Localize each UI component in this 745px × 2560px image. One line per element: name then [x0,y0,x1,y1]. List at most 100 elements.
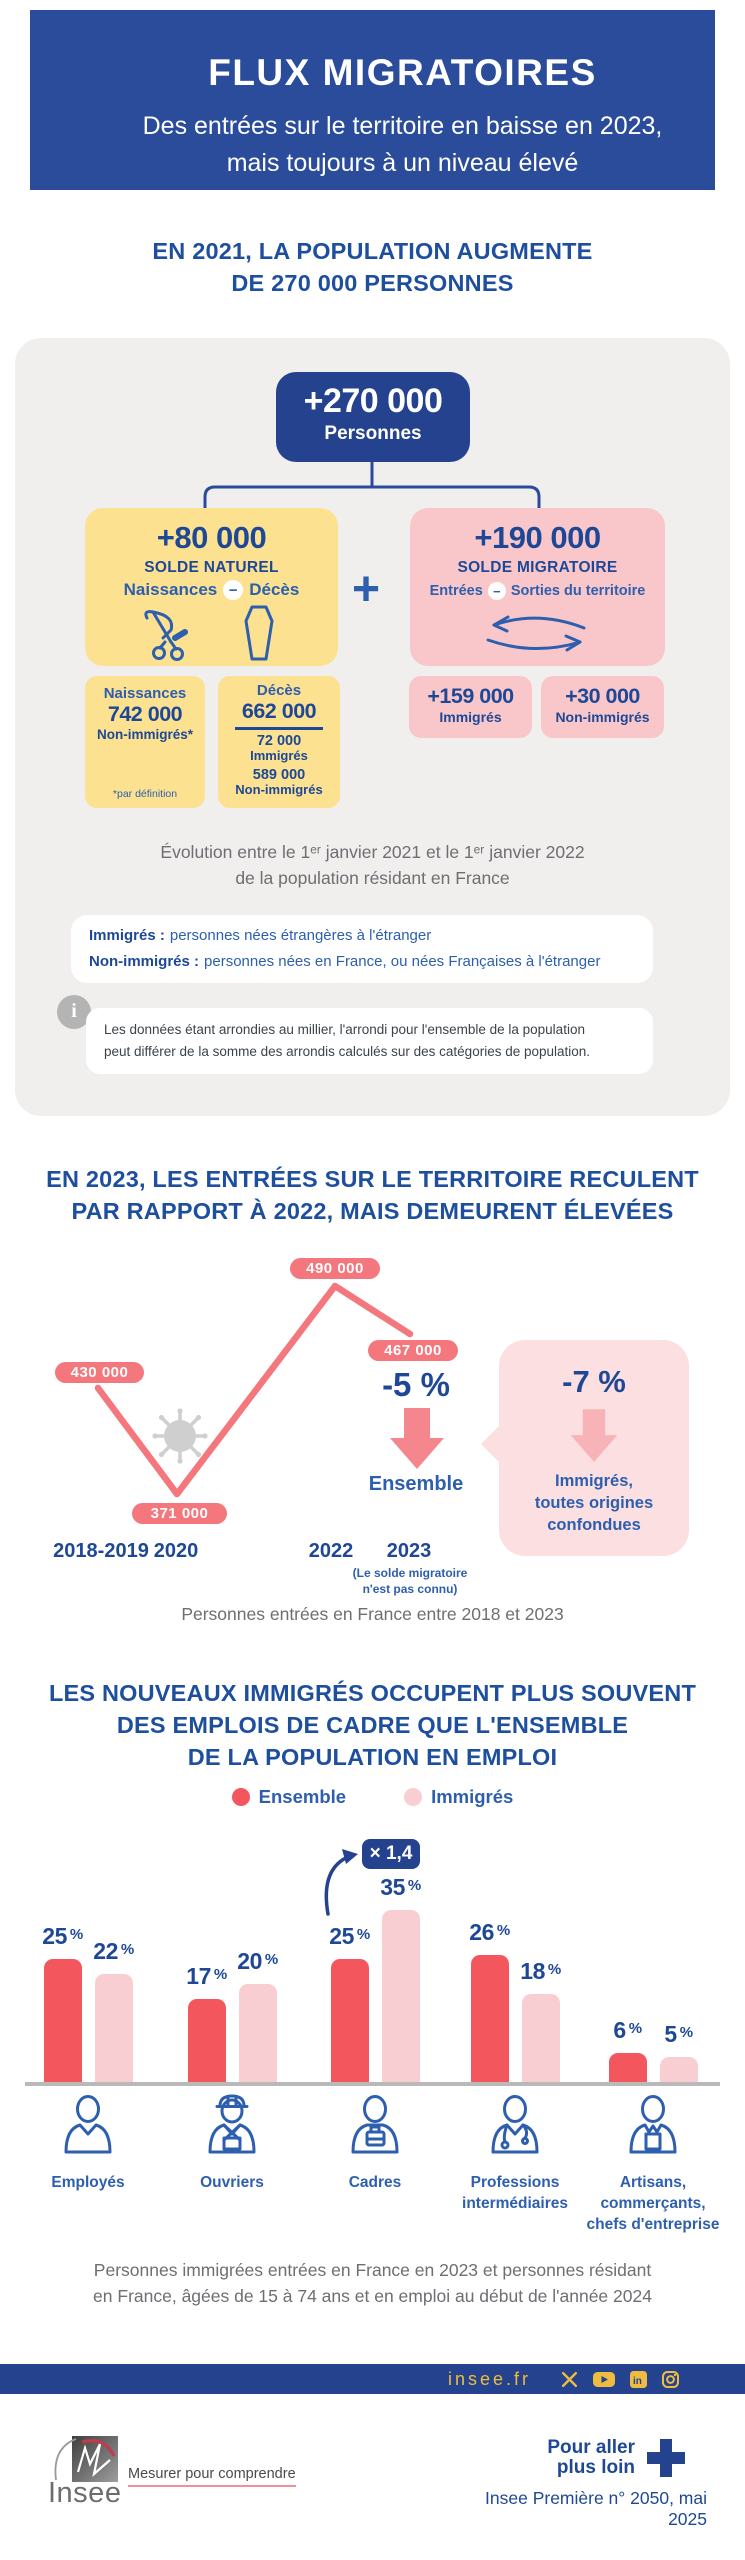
linkedin-icon[interactable]: in [630,2370,647,2388]
category-label-line: commerçants, [600,2195,706,2212]
bar-value-immigrés-0: 22% [93,1938,134,1964]
rounding-note-line2: peut différer de la somme des arrondis c… [104,1044,591,1059]
x-label-2018-2019: 2018-2019 [53,1540,149,1562]
natural-formula-left: Naissances [123,580,218,599]
bar-immigrés-cadres [381,1910,420,2082]
rounding-note-box: Les données étant arrondies au millier, … [86,1008,653,1074]
more-info-title: Pour aller plus loin [547,2438,635,2478]
delta-immigres-label-line1: Immigrés, [555,1472,633,1490]
down-arrow-immigres [570,1409,618,1462]
multiplier-badge: × 1,4 [362,1839,420,1869]
deaths-nonimmigres-label: Non-immigrés [235,781,323,797]
section2-title-line2: PAR RAPPORT À 2022, MAIS DEMEURENT ÉLEVÉ… [71,1198,674,1224]
plus-sign: + [352,563,381,616]
legend-immigres: Immigrés [404,1786,513,1808]
migratory-value: +190 000 [474,520,601,555]
plus-icon [647,2439,685,2477]
bar-immigrés-ouvriers [238,1984,277,2082]
migratory-nonimmigres-box: +30 000 Non-immigrés [541,676,664,738]
bar-chart-legend: Ensemble Immigrés [0,1786,745,1808]
cadres-icon [351,2095,399,2154]
bar-immigrés-professions-interm-diaires [521,1994,560,2082]
point-label-2023: 467 000 [368,1340,458,1361]
page-subtitle-line2: mais toujours à un niveau élevé [226,149,579,177]
section2-caption: Personnes entrées en France entre 2018 e… [181,1604,564,1624]
delta-immigres-label-line3: confondues [547,1516,641,1534]
category-label-line: Cadres [348,2174,402,2191]
artisans-icon [629,2095,677,2154]
section1-title-line2: DE 270 000 PERSONNES [231,270,514,296]
bar-ensemble-cadres [330,1959,369,2082]
bar-value-ensemble-3: 26% [469,1919,510,1945]
migratory-formula-left: Entrées [429,583,483,599]
delta-immigres-value: -7 % [562,1364,626,1399]
page-title: FLUX MIGRATOIRES [208,52,597,93]
category-label-line: Artisans, [619,2174,687,2191]
bar-value-immigrés-3: 18% [520,1958,561,1984]
bar-immigrés-artisans-commer-ants-chefs-d-entreprise [659,2057,698,2082]
legend-immigres-dot [404,1788,423,1806]
deaths-divider [235,727,323,730]
tree-connector [203,462,541,508]
bar-value-immigrés-2: 35% [380,1874,421,1900]
bar-value-ensemble-0: 25% [42,1923,83,1949]
legend-ensemble-label: Ensemble [258,1786,347,1807]
info-icon: i [57,995,91,1029]
insee-logo: Insee [48,2428,138,2510]
insee-site-link[interactable]: insee.fr [447,2368,531,2389]
bar-value-ensemble-1: 17% [186,1963,227,1989]
migratory-immigres-value: +159 000 [427,684,514,708]
bar-immigrés-employ-s [94,1974,133,2082]
point-label-2018-2019: 430 000 [55,1362,144,1383]
bubble-tail [481,1424,501,1464]
more-info-block[interactable]: Pour aller plus loin Insee Première n° 2… [445,2438,707,2530]
category-label-cadres: Cadres [295,2172,455,2193]
definition-immigres-term: Immigrés : [89,927,165,944]
page-subtitle-line1: Des entrées sur le territoire en baisse … [142,112,663,140]
category-label-professions-intermediaires: Professions intermédiaires [435,2172,595,2214]
bar-value-immigrés-4: 5% [664,2021,693,2047]
legend-ensemble: Ensemble [231,1786,347,1808]
delta-ensemble-label: Ensemble [368,1473,464,1495]
delta-immigres-label-line2: toutes origines [534,1494,654,1512]
covid-virus-icon [152,1408,208,1464]
total-box: +270 000 Personnes [276,372,470,462]
migratory-formula: Entrées − Sorties du territoire [410,582,665,600]
definitions-box: Immigrés : personnes nées étrangères à l'… [71,915,653,983]
stroller-icon [144,610,188,661]
bar-ensemble-employ-s [43,1959,82,2082]
insee-logo-mark [54,2436,118,2482]
category-label-line: Ouvriers [200,2174,264,2191]
legend-immigres-label: Immigrés [431,1786,514,1807]
solde-note-line1: (Le solde migratoire [352,1566,468,1580]
ouvriers-icon [208,2094,256,2154]
youtube-icon[interactable] [593,2371,615,2388]
section3-title-line2: DES EMPLOIS DE CADRE QUE L'ENSEMBLE [116,1712,629,1738]
deaths-nonimmigres-value: 589 000 [252,766,306,783]
rounding-note-line1: Les données étant arrondies au millier, … [104,1022,585,1037]
bar-chart-baseline [25,2082,720,2086]
minus-icon: − [223,580,244,600]
x-icon[interactable] [561,2371,578,2388]
social-icons: in [561,2370,679,2388]
bar-ensemble-professions-interm-diaires [470,1955,509,2082]
natural-balance-box: +80 000 SOLDE NATUREL Naissances − Décès [85,508,338,666]
coffin-icon [244,605,274,661]
definition-nonimmigres-term: Non-immigrés : [89,953,200,970]
migratory-label: SOLDE MIGRATOIRE [457,559,618,576]
instagram-icon[interactable] [662,2370,679,2388]
section3-title-line1: LES NOUVEAUX IMMIGRÉS OCCUPENT PLUS SOUV… [48,1680,697,1706]
definition-immigres: Immigrés : personnes nées étrangères à l'… [89,923,653,949]
natural-value: +80 000 [156,520,267,555]
natural-formula: Naissances − Décès [85,580,338,600]
total-label: Personnes [324,423,422,444]
category-label-line: chefs d'entreprise [586,2216,720,2233]
category-label-line: Employés [51,2174,125,2191]
x-label-2022: 2022 [308,1540,354,1562]
professions-intermediaires-icon [491,2095,539,2154]
solde-note-line2: n'est pas connu) [362,1582,458,1596]
more-info-line1: Pour aller [547,2437,635,2458]
x-label-2023: 2023 [386,1540,432,1562]
section3-title-line3: DE LA POPULATION EN EMPLOI [187,1744,558,1770]
